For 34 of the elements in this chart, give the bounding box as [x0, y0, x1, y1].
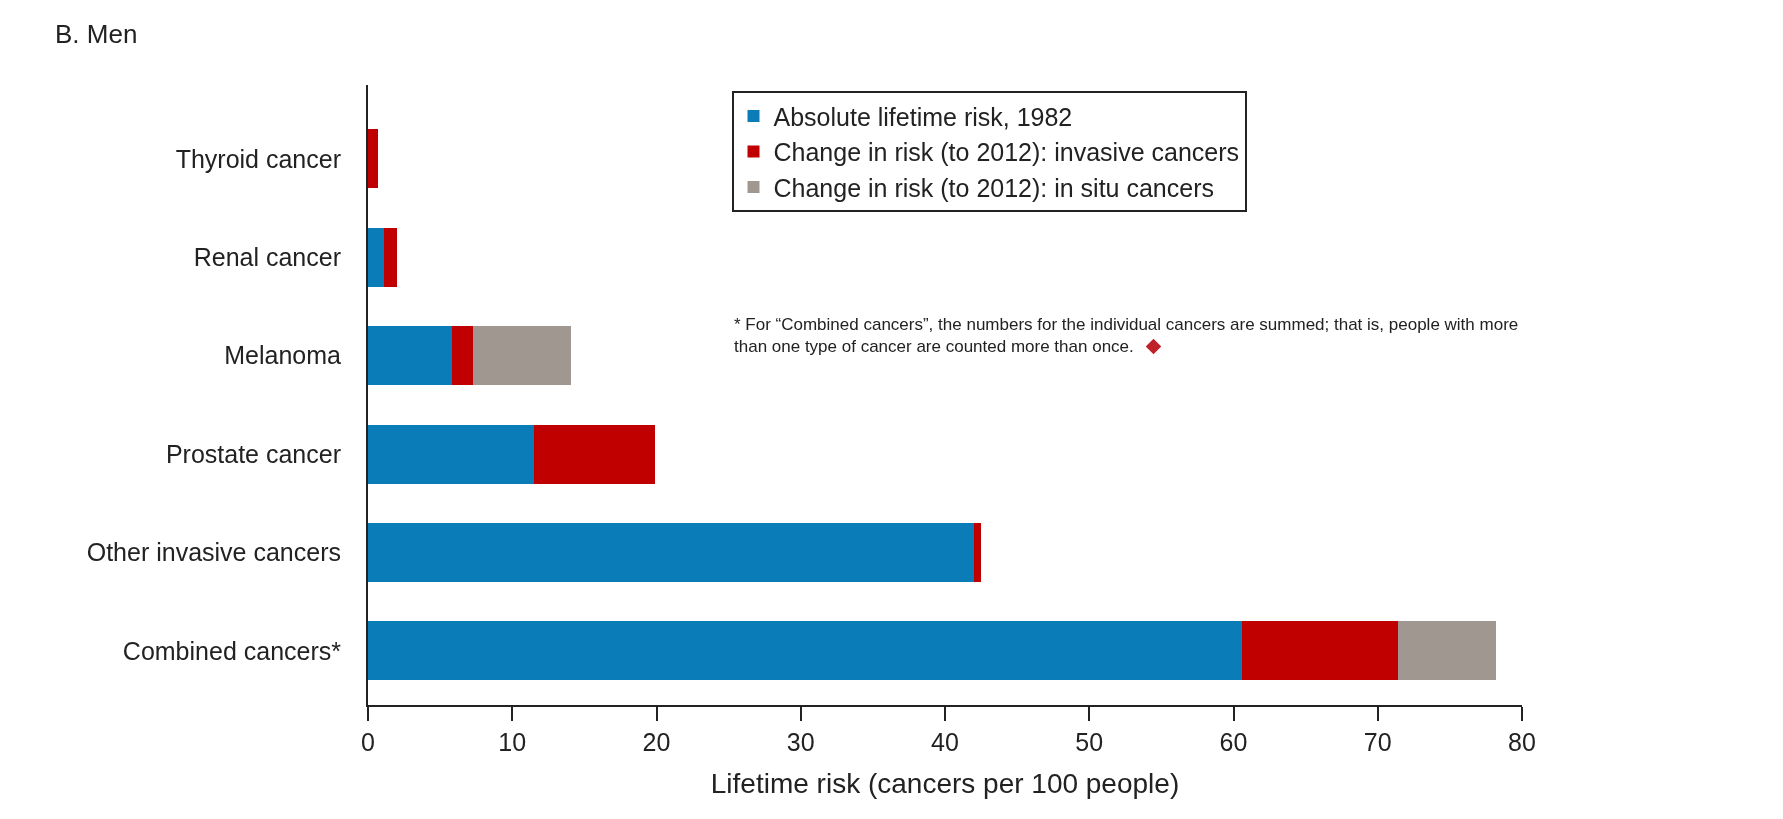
y-tick-label: Thyroid cancer	[175, 144, 341, 173]
bar	[368, 326, 452, 386]
bar	[383, 227, 397, 287]
bar	[368, 129, 379, 189]
text: B. Men	[55, 18, 138, 49]
x-tick-label: 60	[1219, 728, 1248, 756]
bar	[451, 326, 474, 386]
x-tick-label: 70	[1363, 728, 1392, 756]
y-tick-label: Prostate cancer	[165, 439, 341, 468]
y-tick-label: Other invasive cancers	[86, 538, 341, 567]
bar	[973, 522, 982, 582]
x-axis-title: Lifetime risk (cancers per 100 people)	[710, 767, 1180, 799]
bar	[368, 522, 974, 582]
legend-label: Change in risk (to 2012): invasive cancers	[773, 138, 1240, 167]
x-tick-label: 30	[786, 728, 815, 756]
bar	[368, 424, 534, 484]
bar	[368, 621, 1243, 681]
x-tick-label: 40	[931, 728, 959, 756]
bar	[1397, 621, 1497, 681]
y-tick-label: Melanoma	[224, 341, 342, 370]
bar	[1242, 621, 1398, 681]
x-tick-label: 50	[1075, 728, 1104, 756]
y-tick-label: Renal cancer	[193, 242, 341, 271]
y-tick-label: Combined cancers*	[122, 636, 342, 665]
bar	[533, 424, 656, 484]
x-tick-label: 80	[1508, 728, 1536, 756]
x-tick-label: 0	[361, 728, 375, 756]
legend-label: Change in risk (to 2012): in situ cancers	[773, 173, 1215, 202]
bar	[473, 326, 572, 386]
annotation: * For “Combined cancers”, the numbers for the individual cancers are summed; that is, people with more than one type of cancer are counted more than once.	[734, 315, 1519, 357]
legend-label: Absolute lifetime risk, 1982	[773, 102, 1073, 131]
x-tick-label: 20	[642, 728, 671, 756]
bar	[368, 227, 384, 287]
x-tick-label: 10	[498, 728, 527, 756]
